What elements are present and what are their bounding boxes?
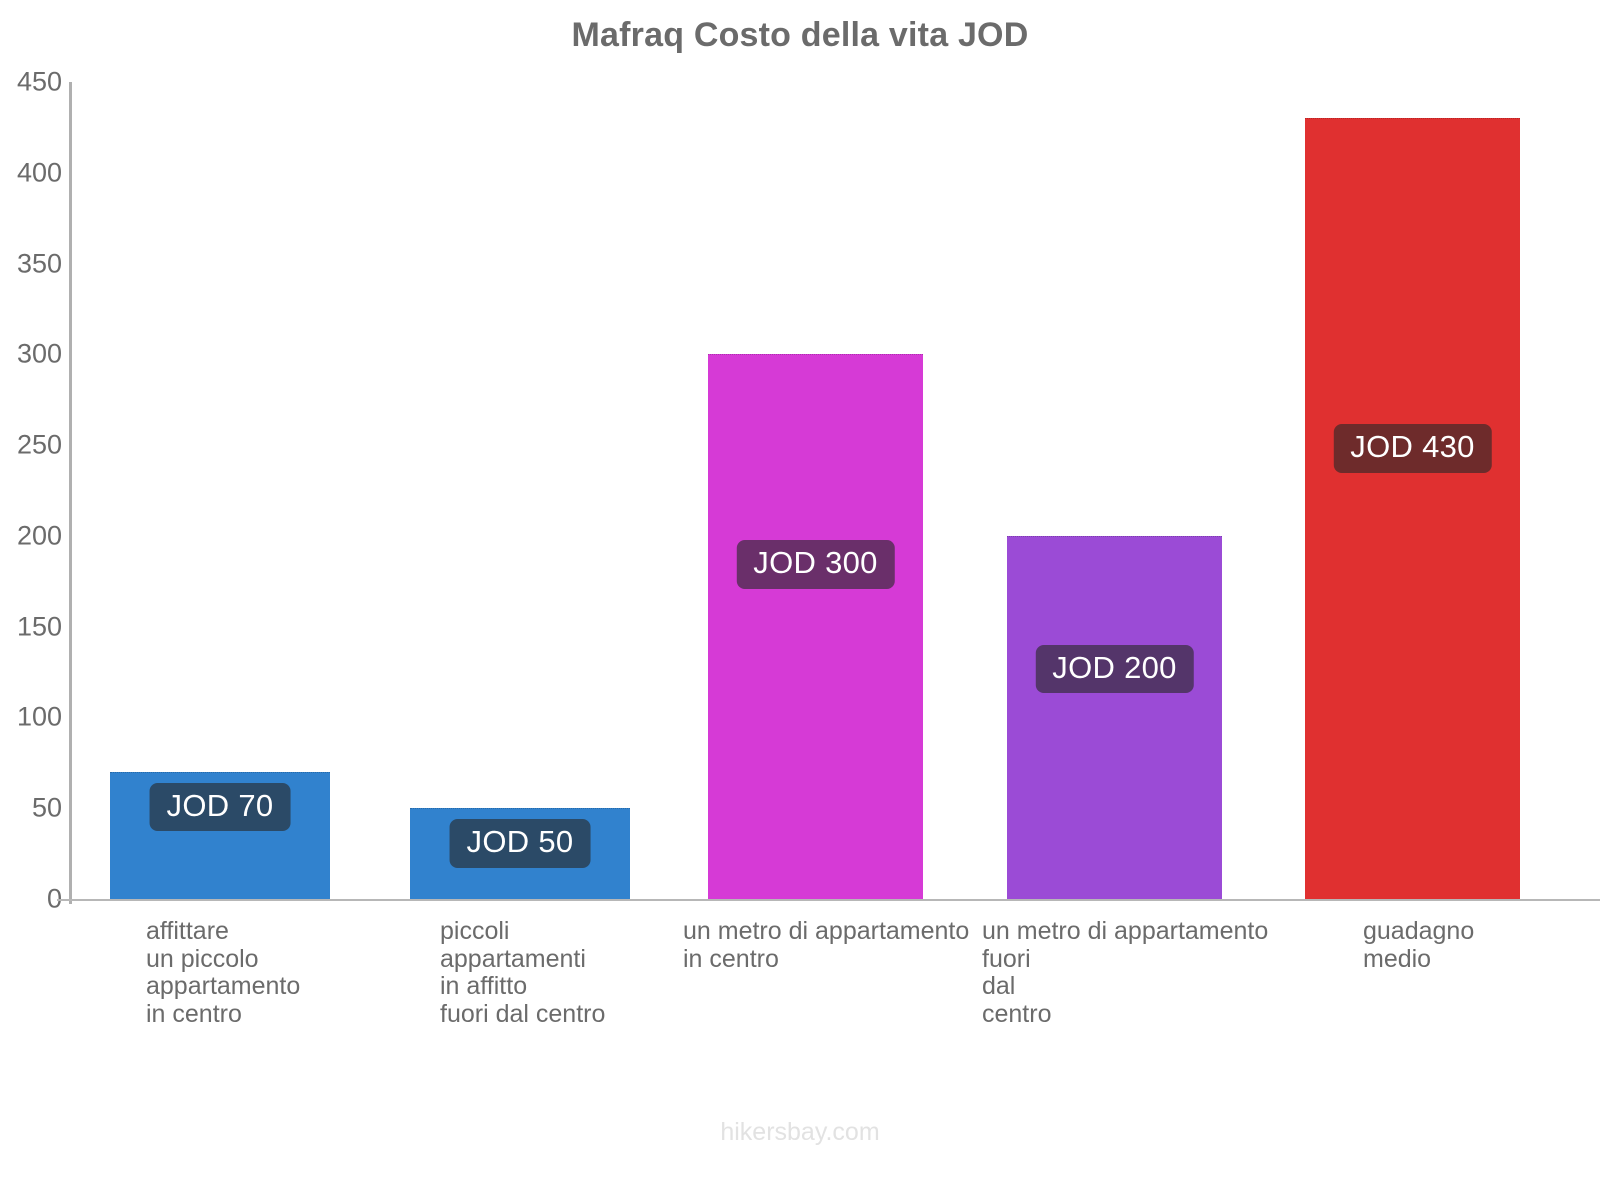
category-label-line: in affitto [440, 972, 528, 1000]
x-axis-category-label: piccoli appartamenti in affitto fuori dal c… [440, 917, 606, 1028]
x-axis-category-label: un metro di appartamento fuori dal centro [982, 917, 1269, 1028]
bar-value-label: JOD 430 [1333, 424, 1492, 473]
y-axis-tick-label: 400 [16, 157, 62, 188]
y-axis-tick-label: 50 [31, 792, 62, 823]
category-label-line: un metro di appartamento [683, 917, 970, 945]
y-axis-tick-label: 450 [16, 66, 62, 97]
y-axis-tick-label: 200 [16, 520, 62, 551]
category-label-line: guadagno [1363, 917, 1475, 945]
category-label-line: affittare [146, 917, 229, 945]
y-axis-line [69, 82, 72, 904]
x-axis-category-label: un metro di appartamento in centro [683, 917, 970, 973]
y-axis-tick-label: 250 [16, 429, 62, 460]
x-axis-category-labels: affittare un piccolo appartamento in centro… [0, 917, 1600, 1078]
y-axis-tick-label: 300 [16, 338, 62, 369]
category-label-line: fuori [982, 944, 1031, 973]
category-label-line: un piccolo [146, 944, 259, 973]
y-axis-tick-labels: 0 50 100 150 200 250 300 350 400 450 [0, 0, 62, 1200]
category-label-line: appartamenti [440, 944, 586, 973]
bar-value-label: JOD 70 [149, 782, 291, 832]
x-axis-category-label: affittare un piccolo appartamento in centro [146, 917, 301, 1028]
category-label-line: fuori dal centro [440, 999, 606, 1028]
chart-title: Mafraq Costo della vita JOD [571, 16, 1029, 54]
watermark-hikersbay: hikersbay.com [720, 1118, 880, 1146]
plot-area: JOD 70 JOD 50 JOD 300 JOD 200 JOD 430 [69, 82, 1600, 899]
category-label-line: medio [1363, 944, 1432, 973]
category-label-line: appartamento [146, 972, 301, 1000]
bar[interactable]: JOD 70 [110, 771, 330, 899]
bar[interactable]: JOD 430 [1305, 118, 1520, 899]
y-axis-tick-label: 100 [16, 701, 62, 732]
category-label-line: in centro [683, 944, 779, 973]
category-label-line: centro [982, 999, 1052, 1028]
bar[interactable]: JOD 50 [410, 808, 630, 899]
y-axis-tick-label: 0 [46, 883, 62, 914]
bar-value-label: JOD 50 [449, 819, 591, 868]
y-axis-tick-label: 150 [16, 611, 62, 642]
bar-value-label: JOD 200 [1035, 644, 1194, 694]
bar[interactable]: JOD 300 [708, 354, 923, 899]
x-axis-line [57, 899, 1600, 901]
bar[interactable]: JOD 200 [1007, 535, 1222, 899]
category-label-line: in centro [146, 999, 242, 1028]
x-axis-category-label: guadagno medio [1363, 917, 1475, 973]
category-label-line: un metro di appartamento [982, 917, 1269, 945]
bar-value-label: JOD 300 [736, 540, 895, 589]
y-axis-tick-label: 350 [16, 248, 62, 279]
category-label-line: dal [982, 972, 1016, 1000]
category-label-line: piccoli [440, 917, 510, 945]
